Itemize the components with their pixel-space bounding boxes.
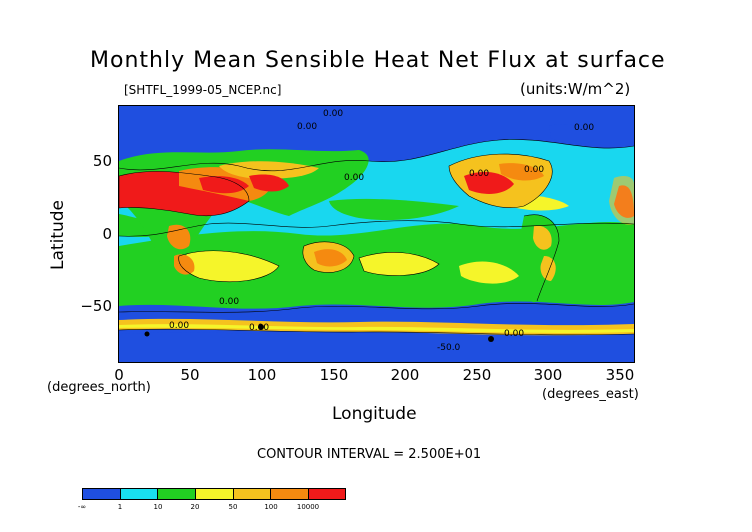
colorbar-swatch: [270, 488, 309, 500]
contour-label: 0.00: [344, 173, 364, 183]
colorbar-swatch: [232, 488, 271, 500]
flux-map: 0.00 0.00 0.00 0.00 0.00 0.00 0.00 0.00 …: [119, 106, 634, 362]
colorbar-label: 100: [264, 503, 278, 511]
iran-red: [199, 176, 249, 194]
contour-label: 0.00: [323, 109, 343, 119]
contour-label: 0.00: [504, 329, 524, 339]
contour-lines: [119, 139, 634, 336]
colorbar-label: 50: [228, 503, 238, 511]
map-title: Monthly Mean Sensible Heat Net Flux at s…: [90, 48, 666, 73]
y-axis-unit-label: (degrees_north): [47, 380, 151, 395]
yellow-patch-pacific: [359, 252, 439, 276]
x-tick-label: 50: [180, 366, 200, 384]
contour-label: 0.00: [524, 165, 544, 175]
contour-label: 0.00: [219, 297, 239, 307]
y-tick-label: 0: [102, 225, 112, 243]
contour-labels: 0.00 0.00 0.00 0.00 0.00 0.00 0.00 0.00 …: [169, 109, 594, 353]
contour-label: -50.0: [437, 343, 461, 353]
x-tick-label: 100: [247, 366, 277, 384]
y-tick-label: 50: [92, 152, 112, 170]
map-plot-area: 0.00 0.00 0.00 0.00 0.00 0.00 0.00 0.00 …: [118, 105, 635, 363]
station-dot: [488, 336, 494, 342]
s-america-yellow: [533, 225, 552, 250]
file-label: [SHTFL_1999-05_NCEP.nc]: [124, 83, 282, 97]
africa-wrap-orange: [609, 176, 634, 225]
colorbar-label: 1: [117, 503, 123, 511]
north-pacific-green: [329, 198, 459, 221]
x-axis-label: Longitude: [332, 404, 417, 424]
station-dot: [144, 331, 150, 337]
africa-orange: [167, 224, 191, 250]
s-africa-orange: [174, 254, 195, 275]
greenland: [549, 124, 594, 144]
x-tick-label: 250: [462, 366, 492, 384]
contour-label: 0.00: [469, 169, 489, 179]
antarctic-edge-yellow: [119, 324, 634, 333]
colorbar: [82, 488, 346, 500]
colorbar-swatch: [82, 488, 120, 500]
antarctica: [119, 332, 634, 362]
colorbar-swatch: [157, 488, 196, 500]
central-asia-orange: [219, 161, 319, 179]
contour-label: 0.00: [169, 321, 189, 331]
y-axis-label: Latitude: [48, 200, 68, 270]
station-dot: [258, 324, 264, 330]
colorbar-swatch: [195, 488, 233, 500]
contour-interval-text: CONTOUR INTERVAL = 2.500E+01: [257, 447, 482, 462]
colorbar-label: 20: [190, 503, 200, 511]
yellow-patch-indian: [178, 250, 279, 282]
x-tick-label: 150: [319, 366, 349, 384]
colorbar-swatch: [308, 488, 346, 500]
y-tick-label: −50: [80, 297, 112, 315]
colorbar-swatch: [119, 488, 158, 500]
yellow-patch-south-pacific: [459, 261, 519, 284]
n-america-red: [464, 171, 514, 194]
tibet-red: [249, 174, 289, 192]
colorbar-label: 10: [153, 503, 163, 511]
australia-inner: [314, 249, 347, 267]
x-tick-label: 200: [390, 366, 420, 384]
x-axis-unit-label: (degrees_east): [542, 387, 639, 402]
units-label: (units:W/m^2): [520, 80, 631, 98]
contour-label: 0.00: [297, 122, 317, 132]
contour-label: 0.00: [574, 123, 594, 133]
x-tick-label: 350: [605, 366, 635, 384]
colorbar-label: -∞: [77, 503, 87, 511]
colorbar-label: 10000: [296, 503, 320, 511]
x-tick-label: 300: [533, 366, 563, 384]
x-tick-label: 0: [114, 366, 124, 384]
n-america-orange: [499, 163, 544, 181]
